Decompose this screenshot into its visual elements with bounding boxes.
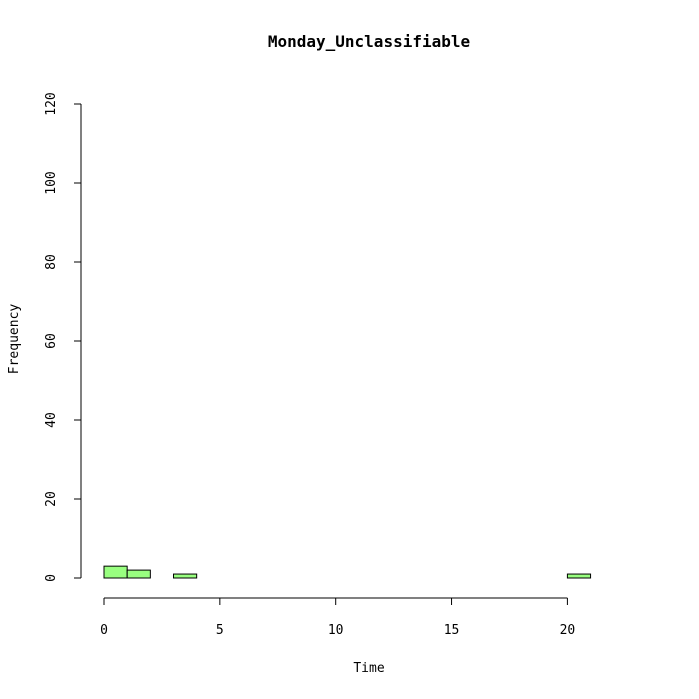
y-tick-label: 100	[44, 171, 59, 194]
x-axis: 0 5 10 15 20	[100, 597, 576, 638]
y-tick-label: 120	[44, 92, 59, 115]
y-tick-label: 60	[44, 333, 59, 349]
x-tick-label: 5	[216, 623, 224, 638]
y-tick-label: 20	[44, 491, 59, 507]
y-tick-label: 40	[44, 412, 59, 428]
x-tick-label: 20	[560, 623, 576, 638]
x-tick-label: 10	[328, 623, 344, 638]
chart-title: Monday_Unclassifiable	[268, 32, 470, 51]
x-axis-label: Time	[353, 661, 384, 676]
bars-group	[103, 565, 592, 579]
y-tick-label: 80	[44, 254, 59, 270]
y-axis-label: Frequency	[7, 304, 22, 375]
y-tick-label: 0	[44, 574, 59, 582]
x-tick-label: 0	[100, 623, 108, 638]
histogram-bar	[103, 565, 128, 579]
histogram-bar	[566, 573, 592, 579]
y-axis: 0 20 40 60 80 100 120	[44, 92, 82, 582]
histogram-bar	[126, 569, 151, 579]
histogram-bar	[173, 573, 198, 579]
x-tick-label: 15	[444, 623, 460, 638]
